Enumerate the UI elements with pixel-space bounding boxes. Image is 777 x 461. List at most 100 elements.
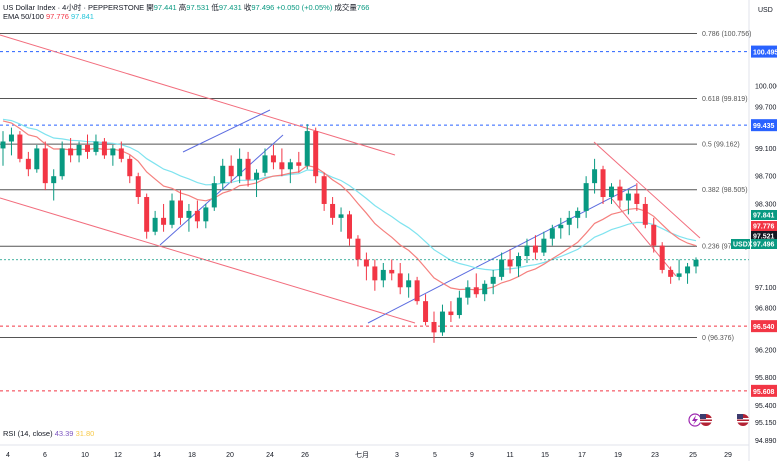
price-tick-label: 99.100	[755, 146, 777, 153]
candle-body	[541, 238, 547, 253]
ema50-line[interactable]	[2, 120, 697, 291]
candle-body	[516, 256, 522, 267]
candle-body	[583, 183, 589, 211]
candle-body	[8, 134, 14, 142]
red-channel-upper[interactable]	[0, 34, 396, 156]
price-badge-text: 97.841	[753, 213, 775, 220]
rsi-value: 43.39	[54, 429, 74, 438]
candle-body	[651, 224, 657, 246]
candle-body	[685, 266, 691, 274]
candle-body	[507, 259, 513, 267]
rsi-ma-value: 31.80	[75, 429, 95, 438]
volume-readout: 成交量766	[334, 3, 370, 12]
ohlc-high: 高97.531	[178, 3, 210, 12]
candle-body	[152, 217, 158, 232]
time-tick-label: 14	[153, 452, 161, 459]
time-tick-label: 3	[395, 452, 399, 459]
price-badge	[751, 231, 777, 241]
time-tick-label: 24	[266, 452, 274, 459]
candle-body	[456, 297, 462, 316]
candle-body	[0, 141, 6, 149]
candle-body	[245, 158, 251, 180]
price-tick-label: 95.400	[755, 403, 777, 410]
candle-body	[304, 131, 310, 166]
time-tick-label: 23	[651, 452, 659, 459]
candle-body	[254, 172, 260, 180]
level-price-text: 96.540	[753, 324, 775, 331]
ema-lines	[0, 118, 749, 291]
blue-flag-lower[interactable]	[159, 134, 284, 246]
time-tick-label: 18	[188, 452, 196, 459]
candle-body	[338, 214, 344, 218]
time-axis-ticks: 4 6 10 12 14 18 20 24 26 七月 3 5 9 11 15 17 19 23 25 29	[6, 450, 732, 459]
candle-body	[186, 210, 192, 218]
flag-us-icon[interactable]	[737, 414, 749, 426]
symbol-tag	[731, 239, 750, 249]
chart-header-line1: US Dollar Index · 4小时 · PEPPERSTONE 開97.…	[3, 2, 369, 13]
candle-body	[85, 144, 91, 152]
candle-body	[380, 269, 386, 281]
price-tick-label: 96.800	[755, 306, 777, 313]
candle-body	[347, 214, 352, 239]
candle-body	[389, 269, 395, 274]
candle-body	[161, 217, 167, 225]
red-channel-lower[interactable]	[0, 197, 416, 324]
blue-flag-upper[interactable]	[182, 109, 271, 153]
candle-body	[406, 280, 412, 288]
candle-body	[118, 148, 124, 159]
fib-level-label: 0.618 (99.819)	[702, 96, 748, 103]
time-tick-label: 七月	[355, 450, 369, 459]
dashed-levels: 100.495 99.435 96.540 95.608	[0, 45, 777, 397]
candle-body	[203, 207, 209, 222]
candles	[0, 124, 699, 343]
price-tick-label: 94.890	[755, 438, 777, 445]
candle-body	[634, 193, 640, 204]
candle-body	[110, 148, 116, 156]
candle-body	[397, 273, 403, 288]
level-price-badge	[751, 45, 777, 58]
time-tick-label: 29	[724, 452, 732, 459]
symbol-title[interactable]: US Dollar Index · 4小时 · PEPPERSTONE	[3, 3, 145, 12]
level-price-text: 99.435	[753, 123, 775, 130]
candle-body	[76, 144, 82, 156]
candle-body	[659, 245, 665, 270]
candle-body	[228, 165, 234, 177]
candle-body	[177, 200, 183, 218]
fib-level-label: 0.5 (99.162)	[702, 142, 740, 149]
candle-body	[169, 200, 175, 225]
ema-legend[interactable]: EMA 50/100 97.776 97.841	[3, 12, 94, 21]
flag-us-icon[interactable]	[700, 414, 712, 426]
candle-body	[431, 321, 437, 333]
lightning-icon[interactable]	[688, 413, 702, 427]
candle-body	[296, 162, 302, 166]
candle-body	[211, 183, 217, 208]
candle-body	[465, 287, 471, 298]
candle-body	[566, 217, 572, 225]
candle-body	[101, 141, 107, 156]
price-badge-text: 97.521	[753, 234, 775, 241]
time-tick-label: 17	[578, 452, 586, 459]
fib-level-label: 0.382 (98.505)	[702, 187, 748, 194]
candle-body	[549, 228, 555, 239]
candle-body	[499, 259, 505, 277]
ohlc-open: 開97.441	[146, 3, 177, 12]
candle-body	[34, 148, 40, 170]
level-price-text: 95.608	[753, 389, 775, 396]
candle-body	[693, 259, 699, 267]
candle-body	[676, 273, 682, 277]
candle-body	[448, 311, 454, 316]
level-price-text: 100.495	[753, 50, 777, 57]
rsi-label: RSI (14, close)	[3, 429, 53, 438]
currency-label: USD	[758, 7, 773, 14]
time-tick-label: 20	[226, 452, 234, 459]
time-tick-label: 6	[43, 452, 47, 459]
candle-body	[262, 155, 268, 173]
candle-body	[68, 148, 74, 156]
price-badge-text: 97.776	[753, 224, 775, 231]
ema-label: EMA 50/100	[3, 12, 44, 21]
ema100-line[interactable]	[2, 118, 697, 271]
fib-level-label: 0.786 (100.756)	[702, 31, 751, 38]
red-down-channel-upper[interactable]	[593, 141, 701, 239]
rsi-legend[interactable]: RSI (14, close) 43.39 31.80	[3, 429, 94, 438]
